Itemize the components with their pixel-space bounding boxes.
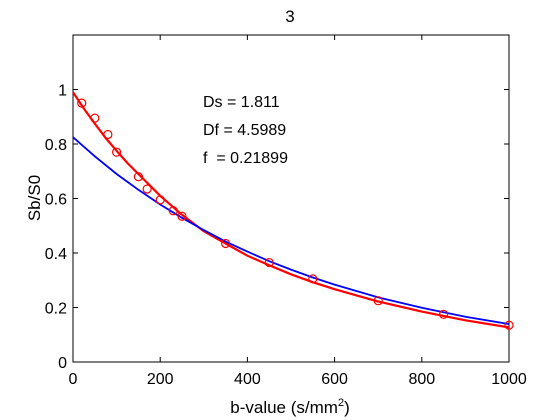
series-line-mono-fit <box>72 136 510 325</box>
annotation-df: Df = 4.5989 <box>203 122 286 139</box>
series-line-biexp-fit <box>72 91 510 329</box>
x-tick-label: 1000 <box>491 371 527 388</box>
y-axis: 0 0.2 0.4 0.6 0.8 1 <box>45 83 509 372</box>
data-point <box>439 309 449 319</box>
x-tick-label: 600 <box>321 371 348 388</box>
data-point <box>264 257 274 268</box>
data-point <box>221 238 231 249</box>
x-axis: 0 200 400 600 800 1000 <box>69 35 527 388</box>
annotation-box: Ds = 1.811 Df = 4.5989 f = 0.21899 <box>203 94 288 167</box>
data-point <box>133 172 143 182</box>
y-tick-label: 0.8 <box>45 137 67 154</box>
y-tick-label: 0.4 <box>45 246 67 263</box>
y-tick-label: 0.6 <box>45 192 67 209</box>
data-point <box>142 184 152 194</box>
data-point <box>111 147 122 157</box>
plot-layer <box>72 91 514 330</box>
y-axis-label: Sb/S0 <box>25 175 44 221</box>
x-axis-label: b-value (s/mm2) <box>230 397 349 417</box>
x-tick-label: 0 <box>69 371 78 388</box>
data-point <box>90 113 100 123</box>
y-tick-label: 0.2 <box>45 301 67 318</box>
annotation-ds: Ds = 1.811 <box>203 94 280 111</box>
x-tick-label: 200 <box>147 371 174 388</box>
annotation-f: f = 0.21899 <box>203 150 288 167</box>
data-point <box>373 296 383 306</box>
chart-title: 3 <box>285 7 294 26</box>
x-axis-label-close: ) <box>344 398 350 417</box>
y-tick-label: 1 <box>58 83 67 100</box>
plot-area <box>72 34 510 363</box>
x-tick-label: 800 <box>408 371 435 388</box>
data-point <box>103 129 113 140</box>
data-point <box>308 274 318 284</box>
data-point <box>504 320 514 330</box>
data-point <box>155 195 165 205</box>
x-tick-label: 400 <box>234 371 261 388</box>
data-point <box>177 211 187 221</box>
y-tick-label: 0 <box>58 355 67 372</box>
x-axis-label-sup: 2 <box>338 397 344 409</box>
data-point <box>77 98 87 108</box>
data-point <box>168 206 178 216</box>
x-axis-label-main: b-value (s/mm <box>230 398 338 417</box>
